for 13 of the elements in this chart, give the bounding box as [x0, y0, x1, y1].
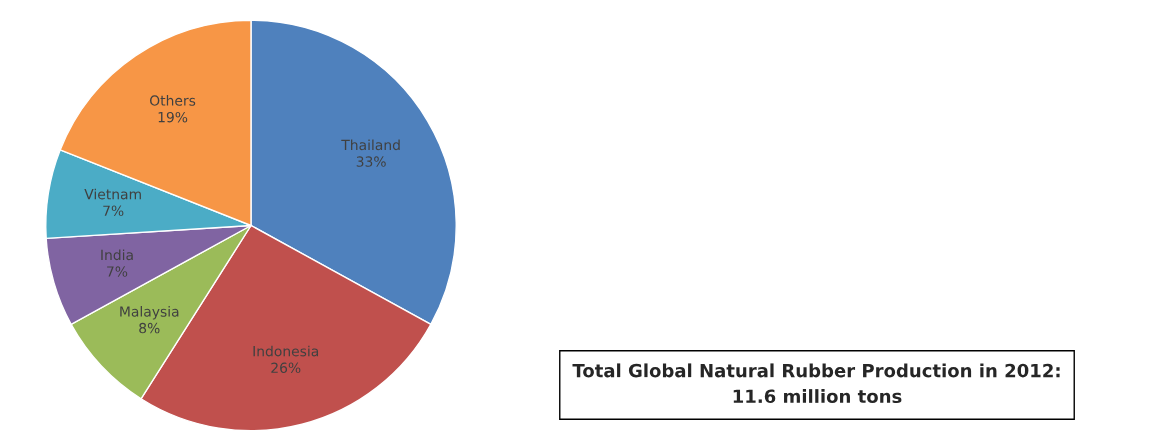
slice-label: Indonesia [253, 345, 319, 357]
data-label: 33% [356, 156, 386, 167]
data-label: 8% [139, 322, 160, 334]
slice-label: Malaysia [120, 306, 179, 320]
slice-label: Vietnam [84, 188, 141, 200]
slice-label: Thailand [341, 139, 400, 151]
data-label: 7% [103, 205, 124, 216]
data-label: 7% [107, 266, 128, 277]
slice-label: Others [150, 95, 196, 106]
data-label: 19% [158, 111, 188, 123]
text: Total Global Natural Rubber Production in 2012: 11.6 million tons [572, 363, 1060, 404]
data-label: 26% [271, 362, 301, 374]
slice-label: India [101, 249, 133, 261]
